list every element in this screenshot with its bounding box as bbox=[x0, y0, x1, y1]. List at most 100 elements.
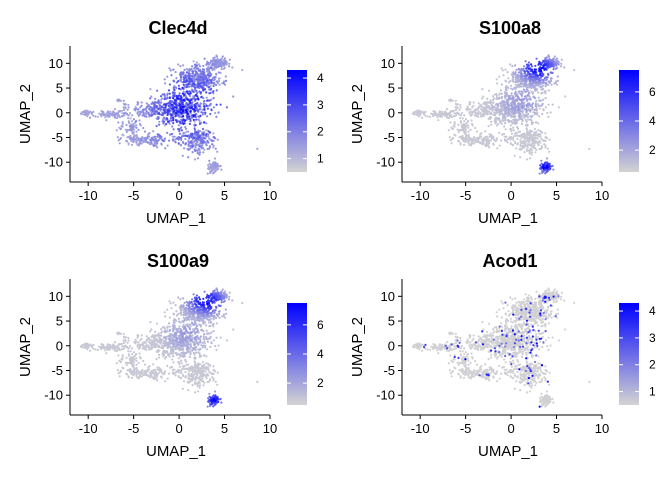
cell-point bbox=[515, 77, 518, 80]
cell-point bbox=[488, 133, 491, 136]
cell-point bbox=[150, 102, 153, 105]
cell-point bbox=[188, 122, 191, 125]
cell-point bbox=[187, 72, 190, 75]
cell-point bbox=[204, 111, 207, 114]
cell-point bbox=[556, 79, 560, 82]
cell-point bbox=[547, 89, 550, 92]
cell-point bbox=[530, 121, 533, 124]
cell-point bbox=[164, 339, 167, 342]
cell-point bbox=[167, 322, 171, 325]
cell-point bbox=[192, 85, 195, 88]
cell-point bbox=[513, 140, 517, 144]
cell-point bbox=[89, 116, 92, 119]
cell-point bbox=[205, 337, 208, 340]
cell-point bbox=[214, 163, 217, 166]
cell-point bbox=[167, 102, 170, 105]
cell-point bbox=[469, 108, 472, 111]
cell-point bbox=[537, 96, 540, 99]
cell-point bbox=[182, 90, 185, 93]
cell-point bbox=[129, 345, 132, 348]
cell-point bbox=[192, 351, 195, 354]
cell-point bbox=[89, 110, 92, 113]
cell-point bbox=[524, 108, 527, 111]
cell-point bbox=[141, 114, 144, 117]
cell-point bbox=[555, 57, 559, 60]
cell-point bbox=[488, 105, 491, 108]
cell-point bbox=[169, 350, 173, 353]
cell-point bbox=[537, 78, 540, 81]
cell-point bbox=[178, 365, 182, 368]
cell-point bbox=[511, 88, 514, 91]
cell-point bbox=[166, 144, 169, 147]
cell-point bbox=[197, 115, 200, 118]
cell-point bbox=[209, 61, 212, 64]
cell-point bbox=[421, 110, 424, 113]
cell-point bbox=[158, 137, 161, 140]
cell-point bbox=[211, 372, 214, 375]
cell-point bbox=[215, 115, 218, 118]
cell-point bbox=[182, 374, 185, 378]
cell-point bbox=[208, 162, 211, 165]
cell-point bbox=[133, 367, 136, 370]
cell-point bbox=[527, 118, 530, 121]
cell-point bbox=[176, 97, 179, 100]
cell-point bbox=[197, 131, 200, 134]
cell-point bbox=[516, 73, 519, 76]
cell-point bbox=[499, 89, 503, 92]
cell-point bbox=[529, 115, 532, 118]
cell-point bbox=[181, 135, 184, 138]
cell-point bbox=[129, 112, 132, 115]
cell-point bbox=[508, 136, 511, 139]
cell-point bbox=[216, 55, 219, 58]
cell-point bbox=[104, 116, 107, 119]
cell-point bbox=[421, 116, 424, 119]
cell-point bbox=[202, 319, 205, 323]
cell-point bbox=[500, 92, 503, 95]
cell-point bbox=[539, 99, 542, 102]
cell-point bbox=[137, 361, 140, 364]
cell-point bbox=[531, 102, 534, 105]
cell-point bbox=[198, 151, 202, 154]
cell-point bbox=[109, 110, 112, 113]
cell-point bbox=[214, 380, 217, 383]
cell-point bbox=[464, 118, 467, 121]
cell-point bbox=[445, 108, 449, 111]
cell-point bbox=[159, 135, 162, 138]
cell-point bbox=[172, 107, 175, 110]
cell-point bbox=[159, 104, 162, 107]
cell-point bbox=[484, 107, 487, 110]
cell-point bbox=[134, 338, 137, 341]
cell-point bbox=[509, 94, 513, 97]
cell-point bbox=[542, 109, 545, 112]
cell-point bbox=[145, 107, 148, 110]
cell-point bbox=[218, 83, 221, 86]
cell-point bbox=[215, 316, 218, 320]
cell-point bbox=[183, 68, 186, 71]
cell-point bbox=[491, 105, 494, 109]
cell-point bbox=[150, 348, 153, 351]
cell-point bbox=[486, 137, 489, 140]
cell-point bbox=[168, 122, 171, 125]
cell-point bbox=[164, 82, 167, 85]
cell-point bbox=[185, 311, 188, 314]
cell-point bbox=[535, 57, 538, 60]
cell-point bbox=[140, 104, 143, 107]
cell-point bbox=[187, 148, 190, 151]
cell-point bbox=[158, 346, 161, 349]
cell-point bbox=[169, 302, 172, 305]
cell-point bbox=[129, 370, 133, 374]
cell-point bbox=[474, 110, 477, 113]
cell-point bbox=[195, 118, 198, 121]
cell-point bbox=[177, 371, 180, 374]
cell-point bbox=[175, 119, 178, 122]
cell-point bbox=[184, 313, 188, 316]
cell-point bbox=[164, 351, 167, 354]
cell-point bbox=[207, 66, 210, 69]
cell-point bbox=[157, 102, 160, 105]
cell-point bbox=[537, 91, 540, 94]
cell-point bbox=[202, 88, 205, 91]
cell-point bbox=[154, 370, 157, 373]
cell-point bbox=[183, 354, 186, 357]
cell-point bbox=[203, 137, 206, 140]
cell-point bbox=[545, 61, 548, 64]
